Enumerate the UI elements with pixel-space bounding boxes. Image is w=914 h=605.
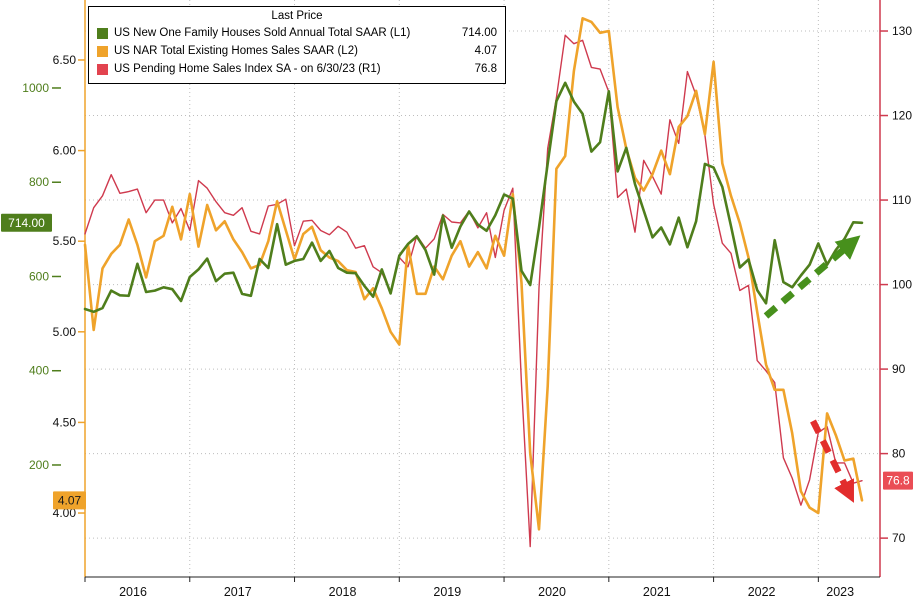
legend-label: US NAR Total Existing Homes Sales SAAR (… <box>114 44 358 57</box>
l2-last-price-badge-label: 4.07 <box>58 493 82 507</box>
l1-tick-label: 600 <box>29 269 49 283</box>
legend-value: 76.8 <box>474 62 497 75</box>
r1-tick-label: 80 <box>892 447 906 461</box>
l2-tick-label: 4.00 <box>53 506 77 520</box>
legend: Last Price US New One Family Houses Sold… <box>88 6 506 85</box>
x-tick-label: 2020 <box>538 585 566 599</box>
l2-tick-label: 4.50 <box>53 415 77 429</box>
l1-axis-labels: 200 400 600 800 1000 <box>22 81 61 472</box>
pending-home-sales-index-line <box>84 34 863 548</box>
legend-value: 4.07 <box>474 44 497 57</box>
legend-label: US New One Family Houses Sold Annual Tot… <box>114 27 411 39</box>
red-series-swatch-icon <box>97 64 108 76</box>
l1-last-price-badge-label: 714.00 <box>8 216 45 230</box>
new-home-sales-line <box>83 81 864 314</box>
red-trend-arrow <box>810 419 854 503</box>
x-tick-label: 2018 <box>329 585 357 599</box>
legend-row-existing-home-sales: US NAR Total Existing Homes Sales SAAR (… <box>97 43 497 61</box>
r1-last-price-badge <box>883 471 913 490</box>
x-tick-label: 2016 <box>119 585 147 599</box>
x-tick-label: 2021 <box>643 585 671 599</box>
l2-axis-labels: 4.00 4.50 5.00 5.50 6.00 6.50 <box>53 53 85 520</box>
r1-tick-label: 120 <box>892 109 912 123</box>
l2-tick-label: 5.00 <box>53 325 77 339</box>
l2-tick-label: 5.50 <box>53 234 77 248</box>
green-trend-arrow <box>763 235 861 319</box>
l1-tick-label: 800 <box>29 175 49 189</box>
x-tick-label: 2022 <box>748 585 776 599</box>
r1-tick-label: 110 <box>892 193 911 207</box>
l1-tick-label: 400 <box>29 364 49 378</box>
l2-tick-label: 6.00 <box>53 144 77 158</box>
r1-tick-label: 130 <box>892 24 912 38</box>
x-tick-label: 2019 <box>433 585 461 599</box>
l2-last-price-badge <box>53 491 86 510</box>
legend-title: Last Price <box>271 10 323 22</box>
r1-tick-label: 100 <box>892 278 912 292</box>
r1-tick-label: 70 <box>892 531 906 545</box>
x-axis-labels: 2016 2017 2018 2019 2020 2021 2022 2023 <box>84 577 854 599</box>
r1-axis-labels: 70 80 90 100 110 120 130 <box>880 24 912 545</box>
legend-row-new-home-sales: US New One Family Houses Sold Annual Tot… <box>97 25 497 43</box>
legend-row-pending-home-sales: US Pending Home Sales Index SA - on 6/30… <box>97 61 497 79</box>
r1-tick-label: 90 <box>892 362 906 376</box>
l1-last-price-badge <box>1 213 52 232</box>
l1-tick-label: 200 <box>29 458 49 472</box>
x-tick-label: 2017 <box>224 585 252 599</box>
orange-series-swatch-icon <box>97 46 108 58</box>
l1-tick-label: 1000 <box>22 81 49 95</box>
l2-tick-label: 6.50 <box>53 53 77 67</box>
legend-label: US Pending Home Sales Index SA - on 6/30… <box>114 62 381 75</box>
x-tick-label: 2023 <box>826 585 854 599</box>
gridlines <box>85 0 880 577</box>
legend-value: 714.00 <box>461 27 497 39</box>
r1-last-price-badge-label: 76.8 <box>886 474 910 488</box>
existing-home-sales-line <box>83 16 864 531</box>
green-series-swatch-icon <box>97 28 108 40</box>
